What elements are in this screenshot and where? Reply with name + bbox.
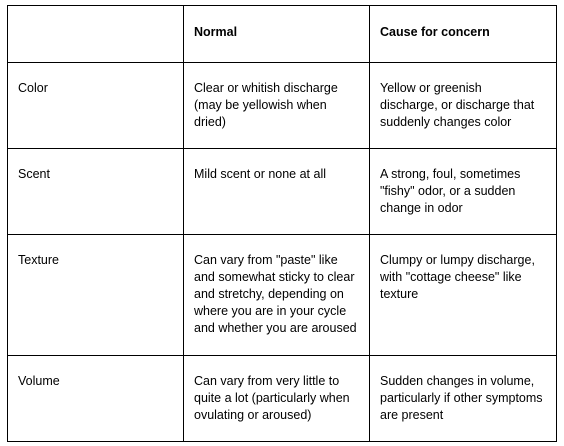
concern-cell: Sudden changes in volume, particularly if…: [369, 355, 557, 442]
normal-cell: Mild scent or none at all: [183, 148, 370, 235]
cell-line: A strong, foul, sometimes: [380, 167, 521, 181]
cell-line: and whether you are aroused: [194, 321, 357, 335]
normal-cell: Clear or whitish discharge (may be yellow…: [183, 62, 370, 149]
cell-line: with "cottage cheese" like: [380, 270, 522, 284]
cell-line: (may be yellowish when: [194, 98, 327, 112]
label-cell: Scent: [7, 148, 184, 235]
normal-cell: Can vary from "paste" like and somewhat s…: [183, 234, 370, 356]
cell-line: dried): [194, 115, 226, 129]
label-cell: Texture: [7, 234, 184, 356]
cell-line: ovulating or aroused): [194, 408, 312, 422]
cell-line: discharge, or discharge that: [380, 98, 535, 112]
cell-line: where you are in your cycle: [194, 304, 347, 318]
concern-cell: A strong, foul, sometimes "fishy" odor, o…: [369, 148, 557, 235]
normal-cell: Can vary from very little to quite a lot …: [183, 355, 370, 442]
row-label: Scent: [18, 167, 50, 181]
cell-line: change in odor: [380, 201, 463, 215]
cell-line: are present: [380, 408, 444, 422]
cell-line: Can vary from "paste" like: [194, 253, 338, 267]
comparison-table: Normal Cause for concern Color Clear or whi…: [7, 5, 557, 442]
row: Scent Mild scent or none at all A strong, …: [7, 148, 557, 235]
concern-cell: Clumpy or lumpy discharge, with "cottage …: [369, 234, 557, 356]
row: Color Clear or whitish discharge (may be y…: [7, 62, 557, 149]
cell-line: Sudden changes in volume,: [380, 374, 535, 388]
cell-line: and stretchy, depending on: [194, 287, 344, 301]
header-text: Cause for concern: [380, 25, 490, 39]
cell-line: Yellow or greenish: [380, 81, 482, 95]
cell-line: particularly if other symptoms: [380, 391, 543, 405]
row: Volume Can vary from very little to quite …: [7, 355, 557, 442]
label-cell: Volume: [7, 355, 184, 442]
cell-line: suddenly changes color: [380, 115, 512, 129]
row-label: Texture: [18, 253, 59, 267]
row: Texture Can vary from "paste" like and som…: [7, 234, 557, 356]
row-label: Volume: [18, 374, 60, 388]
cell-line: Clumpy or lumpy discharge,: [380, 253, 535, 267]
cell-line: and somewhat sticky to clear: [194, 270, 355, 284]
row-label: Color: [18, 81, 48, 95]
cell-line: Can vary from very little to: [194, 374, 340, 388]
label-cell: Color: [7, 62, 184, 149]
header-row: Normal Cause for concern: [7, 5, 557, 63]
header-text: Normal: [194, 25, 238, 39]
cell-line: "fishy" odor, or a sudden: [380, 184, 516, 198]
cell-line: texture: [380, 287, 419, 301]
cell-line: quite a lot (particularly when: [194, 391, 350, 405]
header-cell: Normal: [183, 5, 370, 63]
header-cell: Cause for concern: [369, 5, 557, 63]
cell-line: Mild scent or none at all: [194, 167, 327, 181]
concern-cell: Yellow or greenish discharge, or discharg…: [369, 62, 557, 149]
header-cell: [7, 5, 184, 63]
cell-line: Clear or whitish discharge: [194, 81, 338, 95]
